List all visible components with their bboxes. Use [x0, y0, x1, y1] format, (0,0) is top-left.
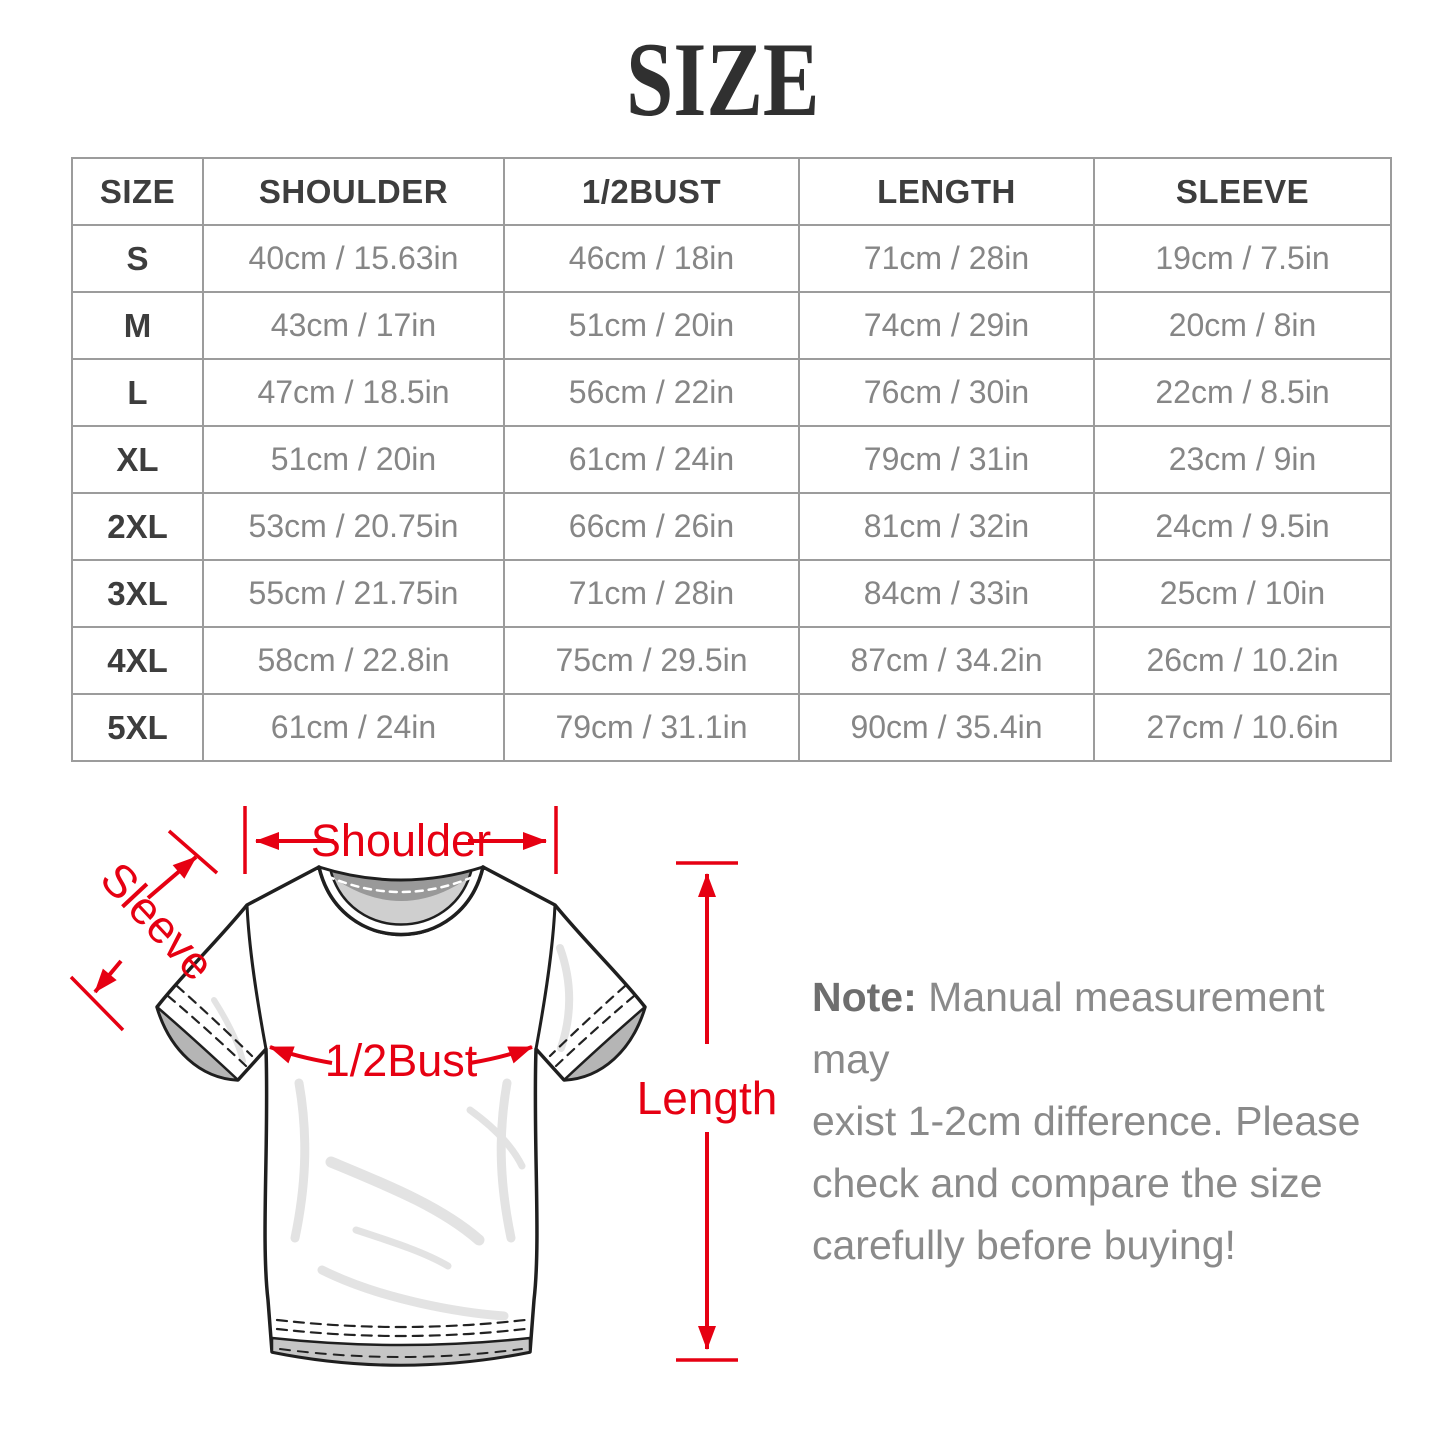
- sleeve-value: 23cm / 9in: [1093, 425, 1392, 494]
- size-label: S: [71, 224, 204, 293]
- tshirt-measurement-diagram: Shoulder Sleeve 1/2Bust: [69, 806, 778, 1367]
- wrinkle-shadows: [211, 944, 574, 1321]
- shoulder-value: 43cm / 17in: [202, 291, 505, 360]
- note-text: Note: Manual measurement may exist 1-2cm…: [812, 966, 1372, 1276]
- sleeve-value: 27cm / 10.6in: [1093, 693, 1392, 762]
- shoulder-value: 55cm / 21.75in: [202, 559, 505, 628]
- length-value: 81cm / 32in: [798, 492, 1095, 561]
- shoulder-value: 58cm / 22.8in: [202, 626, 505, 695]
- header-sleeve: SLEEVE: [1093, 157, 1392, 226]
- table-row: 2XL 53cm / 20.75in 66cm / 26in 81cm / 32…: [71, 492, 1392, 561]
- size-table: SIZE SHOULDER 1/2BUST LENGTH SLEEVE S 40…: [71, 157, 1392, 762]
- sleeve-seam-right: [534, 903, 557, 1051]
- shirt-body: [155, 865, 647, 1367]
- length-value: 84cm / 33in: [798, 559, 1095, 628]
- length-value: 71cm / 28in: [798, 224, 1095, 293]
- bust-value: 75cm / 29.5in: [503, 626, 800, 695]
- note-line: Manual measurement may: [812, 974, 1325, 1082]
- length-value: 76cm / 30in: [798, 358, 1095, 427]
- bust-value: 61cm / 24in: [503, 425, 800, 494]
- size-label: M: [71, 291, 204, 360]
- shoulder-value: 61cm / 24in: [202, 693, 505, 762]
- header-size: SIZE: [71, 157, 204, 226]
- length-value: 87cm / 34.2in: [798, 626, 1095, 695]
- shoulder-label: Shoulder: [311, 815, 491, 866]
- table-row: L 47cm / 18.5in 56cm / 22in 76cm / 30in …: [71, 358, 1392, 427]
- table-row: M 43cm / 17in 51cm / 20in 74cm / 29in 20…: [71, 291, 1392, 360]
- shoulder-value: 40cm / 15.63in: [202, 224, 505, 293]
- length-value: 79cm / 31in: [798, 425, 1095, 494]
- length-value: 90cm / 35.4in: [798, 693, 1095, 762]
- shoulder-value: 53cm / 20.75in: [202, 492, 505, 561]
- bust-value: 66cm / 26in: [503, 492, 800, 561]
- header-shoulder: SHOULDER: [202, 157, 505, 226]
- sleeve-value: 22cm / 8.5in: [1093, 358, 1392, 427]
- cuffs: [155, 984, 647, 1082]
- sleeve-value: 24cm / 9.5in: [1093, 492, 1392, 561]
- table-row: S 40cm / 15.63in 46cm / 18in 71cm / 28in…: [71, 224, 1392, 293]
- size-label: L: [71, 358, 204, 427]
- table-row: XL 51cm / 20in 61cm / 24in 79cm / 31in 2…: [71, 425, 1392, 494]
- sleeve-value: 20cm / 8in: [1093, 291, 1392, 360]
- sleeve-value: 19cm / 7.5in: [1093, 224, 1392, 293]
- hem: [270, 1318, 532, 1367]
- header-length: LENGTH: [798, 157, 1095, 226]
- shoulder-annotation: Shoulder: [243, 806, 558, 874]
- length-value: 74cm / 29in: [798, 291, 1095, 360]
- table-row: 5XL 61cm / 24in 79cm / 31.1in 90cm / 35.…: [71, 693, 1392, 762]
- note-line: exist 1-2cm difference. Please: [812, 1098, 1361, 1144]
- tshirt-illustration: [155, 865, 647, 1367]
- page-title: SIZE: [625, 21, 820, 138]
- note-line: carefully before buying!: [812, 1222, 1236, 1268]
- length-label: Length: [637, 1072, 778, 1124]
- bust-value: 51cm / 20in: [503, 291, 800, 360]
- table-row: 3XL 55cm / 21.75in 71cm / 28in 84cm / 33…: [71, 559, 1392, 628]
- shoulder-value: 51cm / 20in: [202, 425, 505, 494]
- sleeve-value: 25cm / 10in: [1093, 559, 1392, 628]
- bust-value: 79cm / 31.1in: [503, 693, 800, 762]
- sleeve-value: 26cm / 10.2in: [1093, 626, 1392, 695]
- table-row: 4XL 58cm / 22.8in 75cm / 29.5in 87cm / 3…: [71, 626, 1392, 695]
- bust-value: 71cm / 28in: [503, 559, 800, 628]
- bust-value: 56cm / 22in: [503, 358, 800, 427]
- note-line: check and compare the size: [812, 1160, 1323, 1206]
- size-label: 3XL: [71, 559, 204, 628]
- size-label: 5XL: [71, 693, 204, 762]
- header-bust: 1/2BUST: [503, 157, 800, 226]
- bust-label: 1/2Bust: [325, 1035, 478, 1086]
- size-label: 4XL: [71, 626, 204, 695]
- size-label: XL: [71, 425, 204, 494]
- sleeve-seam-left: [245, 903, 268, 1051]
- bust-value: 46cm / 18in: [503, 224, 800, 293]
- bust-annotation: 1/2Bust: [269, 1035, 533, 1086]
- length-annotation: Length: [637, 861, 778, 1362]
- note-label: Note:: [812, 974, 917, 1020]
- table-header-row: SIZE SHOULDER 1/2BUST LENGTH SLEEVE: [71, 157, 1392, 226]
- shoulder-value: 47cm / 18.5in: [202, 358, 505, 427]
- collar: [317, 865, 485, 937]
- size-label: 2XL: [71, 492, 204, 561]
- sleeve-label: Sleeve: [91, 852, 225, 990]
